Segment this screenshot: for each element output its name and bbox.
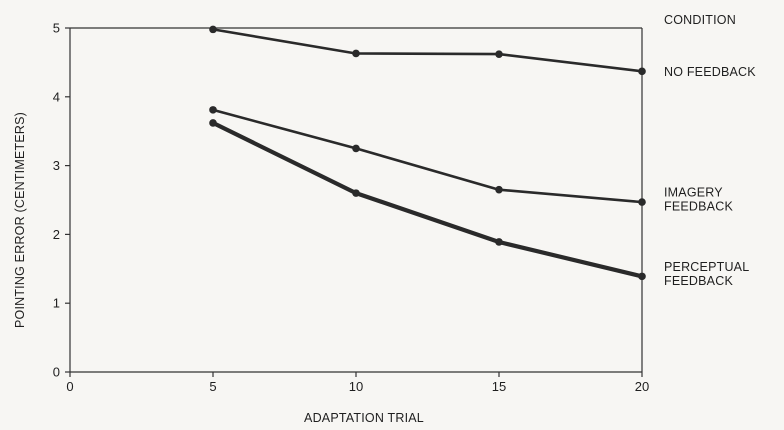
data-point [209, 25, 217, 34]
data-point [638, 272, 646, 281]
x-tick-label: 10 [349, 379, 363, 394]
data-point [495, 238, 503, 246]
labels-group: 0 1 2 3 4 5 0 5 10 15 20 ADAPTATION TRIAL POINTING E… [13, 13, 756, 425]
data-point [352, 49, 360, 58]
x-tick-label: 0 [66, 379, 73, 394]
x-axis-label: ADAPTATION TRIAL [304, 411, 424, 425]
series-group [209, 25, 646, 281]
y-tick-label: 5 [53, 21, 60, 36]
data-point [209, 106, 217, 114]
data-point [495, 50, 503, 58]
legend-title: CONDITION [664, 13, 736, 27]
x-tick-label: 5 [209, 379, 216, 394]
series-label: IMAGERY FEEDBACK [664, 186, 733, 214]
data-point [352, 189, 360, 197]
series-label: NO FEEDBACK [664, 65, 756, 79]
y-tick-label: 1 [53, 296, 60, 311]
series-line-0 [211, 28, 644, 73]
data-point [638, 67, 646, 76]
series-line-2 [210, 120, 645, 279]
series-label: PERCEPTUAL FEEDBACK [664, 260, 749, 288]
x-tick-label: 15 [492, 379, 506, 394]
y-tick-label: 2 [53, 227, 60, 242]
y-axis-label: POINTING ERROR (CENTIMETERS) [13, 112, 27, 328]
y-tick-label: 4 [53, 89, 60, 104]
y-tick-label: 0 [53, 365, 60, 380]
series-line-1 [211, 108, 644, 204]
data-point [495, 185, 503, 194]
axes [65, 27, 643, 377]
x-tick-label: 20 [635, 379, 649, 394]
data-point [352, 144, 360, 153]
data-point [209, 119, 217, 127]
y-tick-label: 3 [53, 158, 60, 173]
data-point [638, 198, 646, 206]
